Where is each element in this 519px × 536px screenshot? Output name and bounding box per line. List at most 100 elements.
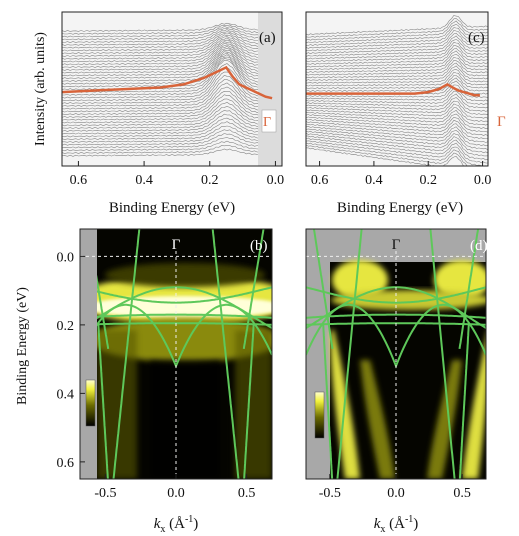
edc-trace [62, 133, 282, 146]
edc-trace [62, 129, 282, 143]
panel-a-gamma-edc [61, 65, 273, 100]
panel-a-side-strip [258, 12, 282, 166]
edc-trace [62, 28, 282, 41]
edc-trace [62, 51, 282, 80]
band-line [211, 229, 240, 479]
y-tick-label: 0.0 [57, 250, 75, 265]
panel-d-x-ticks: -0.5 0.0 0.5 [319, 474, 471, 501]
edc-trace [306, 130, 488, 150]
x-tick-label: 0.0 [267, 173, 285, 188]
edc-trace [62, 71, 282, 102]
edc-trace [62, 110, 282, 129]
edc-trace [62, 52, 282, 82]
edc-trace [306, 100, 488, 116]
band-line [429, 229, 456, 479]
edc-trace [62, 49, 282, 77]
panel-b-x-ticks: -0.5 0.0 0.5 [94, 474, 255, 501]
band-line [112, 229, 141, 479]
edc-trace [306, 144, 468, 166]
edc-trace [306, 75, 488, 90]
panel-c-x-ticks: 0.6 0.4 0.2 0.0 [311, 161, 491, 188]
panel-b-y-ticks: 0.0 0.2 0.4 0.6 [57, 250, 85, 471]
panel-a-y-axis-label: Intensity (arb. units) [33, 32, 48, 146]
edc-trace [306, 125, 488, 143]
panel-b-colorbar [85, 379, 96, 427]
edc-trace [306, 65, 488, 82]
edc-trace [306, 123, 488, 140]
edc-trace [306, 135, 488, 157]
edc-trace [306, 59, 488, 76]
band-line [97, 286, 272, 304]
panel-c: (c) Γ 0.6 0.4 0.2 0.0 Binding Energy (eV) [305, 11, 506, 216]
edc-trace [62, 67, 282, 99]
edc-trace [62, 86, 282, 113]
band-line [312, 229, 334, 350]
panel-c-edc-stack [306, 14, 488, 166]
edc-trace [306, 56, 488, 73]
x-tick-label: -0.5 [319, 486, 341, 501]
panel-c-gamma-edc [306, 82, 480, 97]
edc-trace [306, 14, 488, 36]
edc-trace [62, 42, 282, 66]
edc-trace [306, 140, 488, 164]
x-tick-label: 0.5 [238, 486, 256, 501]
band-line [336, 229, 363, 479]
edc-trace [306, 109, 488, 126]
edc-trace [306, 44, 488, 63]
band-line [322, 324, 334, 479]
x-tick-label: 0.0 [167, 486, 185, 501]
band-line [458, 324, 470, 479]
edc-trace [306, 50, 488, 68]
edc-trace [62, 63, 282, 96]
panel-d: (d) Γ -0.5 0.0 0.5 kx (Å-1) [305, 228, 488, 535]
edc-trace [306, 18, 488, 38]
panel-c-x-axis-label: Binding Energy (eV) [337, 200, 463, 216]
edc-trace [306, 107, 488, 122]
panel-d-label: (d) [470, 238, 488, 254]
x-tick-label: 0.5 [453, 486, 471, 501]
edc-trace [62, 24, 282, 35]
edc-trace [62, 101, 282, 124]
panel-b-intensity-map [97, 229, 272, 479]
panel-a-label: (a) [259, 30, 276, 46]
x-tick-label: 0.0 [474, 173, 492, 188]
edc-trace [306, 77, 488, 92]
edc-trace [62, 117, 282, 135]
panel-a: (a) Γ 0.6 0.4 0.2 0.0 Binding Energy (eV) I… [33, 11, 285, 216]
panel-a-gamma-label: Γ [263, 115, 271, 130]
edc-trace [62, 75, 282, 105]
edc-trace [62, 33, 282, 49]
edc-trace [306, 147, 465, 166]
edc-trace [306, 113, 488, 130]
x-tick-label: 0.6 [70, 173, 88, 188]
x-tick-label: 0.6 [311, 173, 329, 188]
edc-trace [306, 132, 488, 154]
edc-trace [306, 27, 488, 46]
edc-trace [306, 142, 487, 166]
y-tick-label: 0.6 [57, 456, 75, 471]
panel-a-frame [61, 11, 283, 167]
edc-trace [306, 103, 488, 119]
panel-c-gamma-label: Γ [497, 114, 506, 130]
edc-trace [62, 82, 282, 110]
x-tick-label: -0.5 [94, 486, 116, 501]
x-tick-label: 0.2 [419, 173, 437, 188]
edc-trace [306, 29, 488, 49]
panel-c-label: (c) [468, 30, 485, 46]
panel-b-label: (b) [250, 238, 268, 254]
panel-a-gamma-box [261, 109, 277, 133]
edc-trace [62, 98, 282, 121]
panel-d-gamma-label: Γ [392, 237, 401, 253]
band-line [242, 229, 265, 350]
edc-trace [62, 34, 282, 52]
panel-a-x-ticks: 0.6 0.4 0.2 0.0 [70, 161, 285, 188]
edc-trace [62, 41, 282, 63]
edc-trace [62, 79, 282, 107]
edc-trace [62, 29, 282, 44]
edc-trace [62, 48, 282, 74]
edc-trace [62, 148, 282, 157]
edc-trace [306, 54, 488, 71]
edc-trace [62, 59, 282, 93]
band-line [306, 313, 486, 319]
